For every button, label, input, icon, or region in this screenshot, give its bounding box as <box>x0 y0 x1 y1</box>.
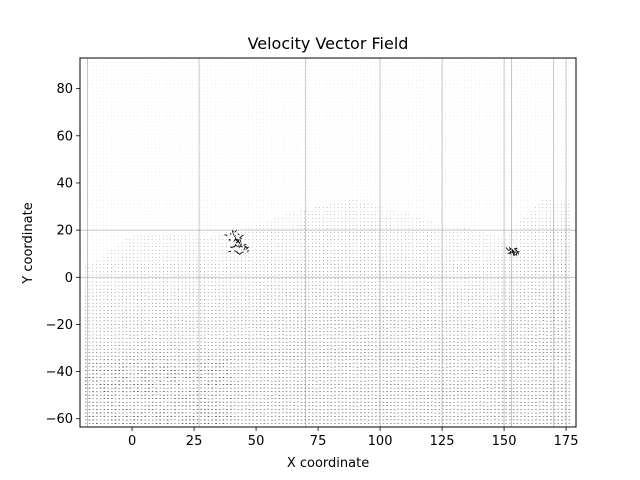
vortex-arrow <box>505 247 510 251</box>
vortex-arrow <box>247 250 249 253</box>
y-tick-label: −60 <box>46 412 73 427</box>
vortex-arrow <box>229 232 232 235</box>
vortex-arrow <box>509 247 512 251</box>
y-axis-label: Y coordinate <box>21 202 36 284</box>
vortex-arrow <box>239 239 242 243</box>
vortex-arrow <box>231 230 234 233</box>
y-tick-label: 40 <box>56 176 73 191</box>
vortex-arrow <box>231 245 235 249</box>
y-tick-label: −40 <box>46 365 73 380</box>
x-tick-label: 75 <box>310 434 327 449</box>
vortex-arrow <box>513 253 517 256</box>
vector-field-arrows <box>84 62 571 425</box>
y-tick-label: 80 <box>56 82 73 97</box>
vortex-arrow <box>236 252 241 255</box>
vortex-arrow <box>516 250 520 254</box>
vortex-arrow <box>239 237 243 240</box>
vortex-arrow <box>234 243 236 247</box>
strong-flow-arrows <box>85 359 232 424</box>
x-tick-label: 125 <box>430 434 455 449</box>
x-tick-label: 150 <box>492 434 517 449</box>
x-tick-label: 0 <box>128 434 136 449</box>
strong-flow-shading <box>85 359 232 424</box>
quiver-arrow-grid <box>84 62 571 425</box>
plot-area <box>79 57 577 428</box>
y-tick-label: 60 <box>56 129 73 144</box>
vortex-arrow <box>235 238 238 243</box>
x-tick-label: 50 <box>248 434 265 449</box>
y-tick-label: 20 <box>56 224 73 239</box>
y-tick-label: −20 <box>46 318 73 333</box>
y-axis-ticks: −60 −40 −20 0 20 40 60 80 <box>46 82 80 427</box>
vortex-arrow <box>237 233 240 236</box>
vortex-arrow <box>243 243 247 246</box>
vortex-arrow <box>224 234 228 236</box>
vortex-arrow <box>240 243 242 246</box>
grid-lines <box>80 58 576 427</box>
vortex-arrow <box>235 240 239 244</box>
vortex-arrow <box>512 252 515 256</box>
vortex-arrow <box>240 245 243 248</box>
vortex-arrow <box>239 234 244 238</box>
vortex-arrow <box>234 235 237 238</box>
vortex-arrow <box>232 233 235 236</box>
x-axis-ticks: 0 25 50 75 100 125 150 175 <box>128 427 579 449</box>
vortex-arrow <box>245 246 249 250</box>
vortex-arrow <box>515 247 518 250</box>
vortex-arrow <box>507 251 512 254</box>
vortex-arrow <box>512 250 514 253</box>
x-tick-label: 100 <box>368 434 393 449</box>
vortex-arrow <box>234 250 239 253</box>
vortex-cluster <box>224 229 249 255</box>
vortex-arrow <box>514 248 518 253</box>
vortex-arrow <box>237 239 240 243</box>
vortex-arrow <box>243 246 247 251</box>
y-tick-label: 0 <box>65 271 73 286</box>
vortex-arrow <box>235 244 238 247</box>
x-tick-label: 175 <box>554 434 579 449</box>
vortex-arrow <box>233 239 236 242</box>
vortex-arrow <box>239 251 244 255</box>
vortex-arrow <box>238 244 240 249</box>
x-tick-label: 25 <box>186 434 203 449</box>
x-axis-label: X coordinate <box>287 456 369 471</box>
chart-title: Velocity Vector Field <box>248 34 409 53</box>
axes-frame <box>79 57 577 428</box>
